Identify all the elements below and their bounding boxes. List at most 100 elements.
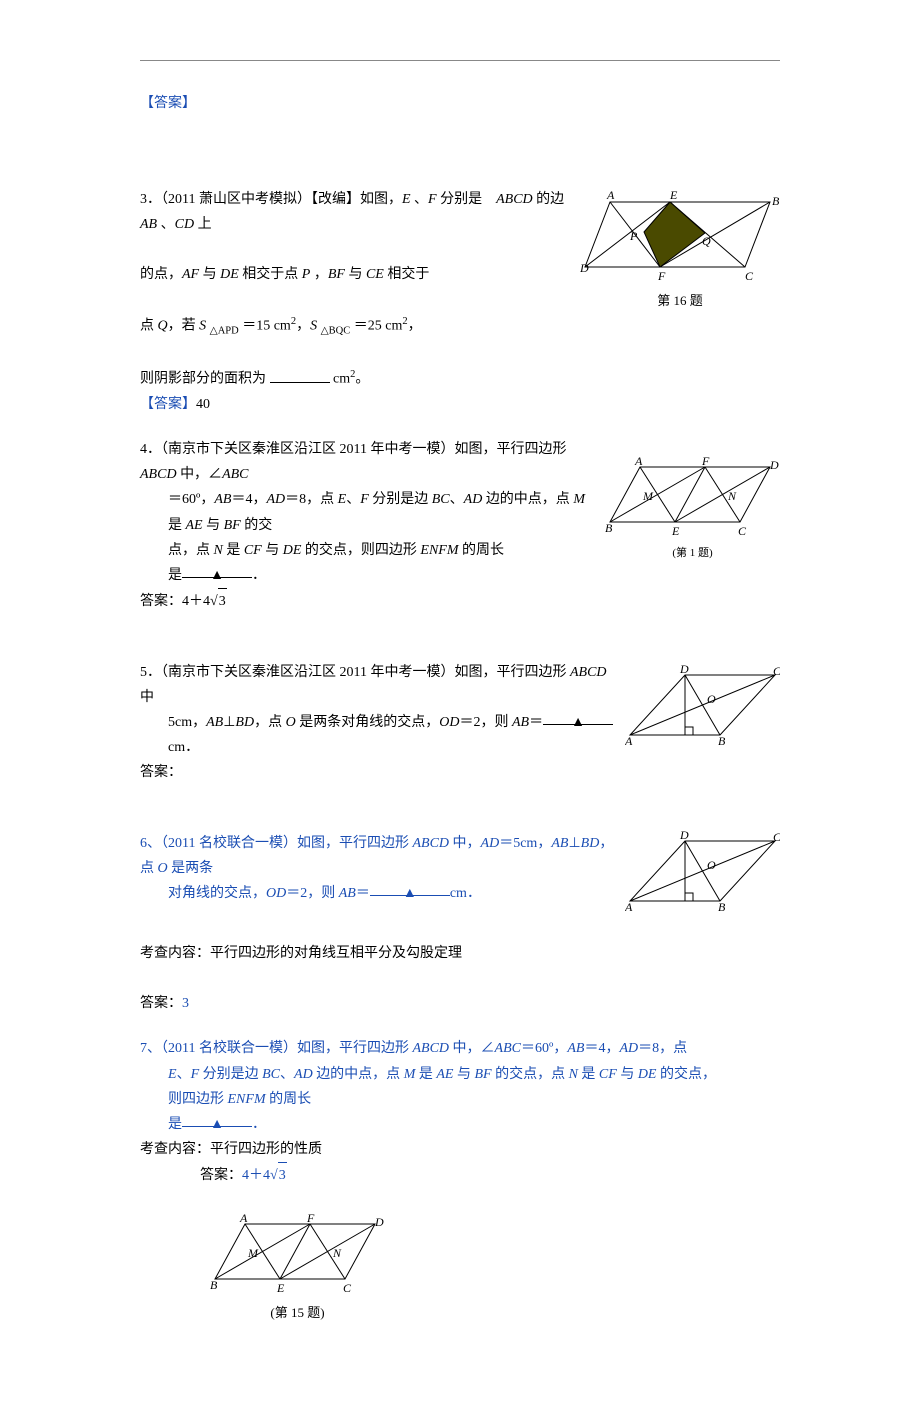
p4-ABCD: ABCD (140, 467, 177, 482)
p4-AD: AD (266, 492, 285, 507)
p7-ans-prefix: 答案： (200, 1168, 242, 1183)
p6-O: O (158, 861, 168, 876)
p6-num: 6、 (140, 836, 161, 851)
p7-num: 7、 (140, 1041, 161, 1056)
p7-l4: 是 (168, 1117, 182, 1132)
p7-l2c: 、 (280, 1067, 294, 1082)
p3-l1e: 的边 (533, 192, 565, 207)
p3-ABCD: ABCD (496, 192, 533, 207)
lbl-A5: A (625, 734, 633, 748)
p7-l2b: 分别是边 (199, 1067, 262, 1082)
p3-l3b: ，若 (168, 318, 200, 333)
p4-l2b: ＝4， (231, 492, 266, 507)
p5-OD: OD (439, 715, 459, 730)
p6-l2b: ＝2，则 (286, 886, 339, 901)
p7-l1c: ＝60º， (521, 1041, 567, 1056)
p3-AB: AB (140, 217, 157, 232)
p3-l2b: 与 (199, 267, 220, 282)
p4-ans-prefix: 答案： (140, 594, 182, 609)
p6-OD: OD (266, 886, 286, 901)
p7-ENFM: ENFM (228, 1092, 266, 1107)
p4-BC: BC (432, 492, 450, 507)
p7-ABC: ABC (495, 1041, 521, 1056)
p3-l3a: 点 (140, 318, 158, 333)
p4-l2c: ＝8，点 (285, 492, 338, 507)
p3-apd: △APD (210, 325, 239, 336)
answer-label: 【答案】 (140, 96, 196, 111)
p3-S1: S (199, 318, 206, 333)
p5-num: 5． (140, 665, 161, 680)
p7-N: N (569, 1067, 578, 1082)
blank-p6: ▲ (370, 881, 450, 896)
p6-AB: AB (551, 836, 568, 851)
p7-l1d: ＝4， (584, 1041, 619, 1056)
p7-l2g: 的交点，点 (492, 1067, 569, 1082)
parallelogram-epfq-svg: A E B D F C P Q (580, 187, 780, 287)
p4-ENFM: ENFM (420, 543, 458, 558)
p4-AD2: AD (464, 492, 483, 507)
p6-AB2: AB (339, 886, 356, 901)
p4-sqrt3: 3 (218, 588, 227, 614)
p6-ABCD: ABCD (412, 836, 449, 851)
lbl-F: F (657, 269, 666, 283)
problem-4: A F D B E C M N (第 1 题) 4．（南京市下关区秦淮区沿江区 … (140, 437, 780, 614)
p3-bqcv: ＝25 cm (350, 318, 402, 333)
p4-l2i: 的交 (241, 518, 273, 533)
p4-l3c: 与 (262, 543, 283, 558)
p4-ABC: ABC (222, 467, 248, 482)
p7-l2f: 与 (453, 1067, 474, 1082)
p6-l2a: 对角线的交点， (168, 886, 266, 901)
lbl-B4: B (605, 521, 613, 535)
rhombus-enfm-svg-2: A F D B E C M N (210, 1214, 385, 1299)
p6-l1: （2011 名校联合一模）如图，平行四边形 (161, 836, 412, 851)
lbl-C7: C (343, 1281, 352, 1295)
p4-DE2: DE (283, 543, 302, 558)
answer-block-top: 【答案】 (140, 91, 780, 116)
p5-l2d: ＝2，则 (459, 715, 512, 730)
figure-p4: A F D B E C M N (第 1 题) (605, 457, 780, 564)
p5-ABCD: ABCD (570, 665, 607, 680)
lbl-C6: C (773, 831, 780, 844)
p7-AD2: AD (294, 1067, 313, 1082)
p4-l3a: 点，点 (168, 543, 214, 558)
p3-l2e: 相交于 (384, 267, 430, 282)
fig-caption-p3: 第 16 题 (580, 289, 780, 312)
figure-p3: A E B D F C P Q 第 16 题 (580, 187, 780, 312)
lbl-B5: B (718, 734, 726, 748)
p7-l2h: 是 (578, 1067, 599, 1082)
p3-ans-label: 【答案】 (140, 397, 196, 412)
p4-l2h: 与 (203, 518, 224, 533)
p7-DE: DE (638, 1067, 657, 1082)
p3-BF: BF (328, 267, 345, 282)
lbl-M4: M (642, 489, 654, 503)
lbl-D5: D (679, 665, 689, 676)
p3-F: F (428, 192, 437, 207)
p6-eq: ＝ (356, 886, 370, 901)
lbl-N7: N (332, 1246, 342, 1260)
p7-l2e: 是 (415, 1067, 436, 1082)
lbl-O5: O (707, 692, 716, 706)
p5-l2b: ，点 (254, 715, 286, 730)
figure-p5: D C A B O (625, 665, 780, 750)
lbl-B6: B (718, 900, 726, 914)
lbl-M7: M (247, 1246, 259, 1260)
fig-caption-p7: (第 15 题) (210, 1301, 385, 1324)
lbl-B7: B (210, 1278, 218, 1292)
parallelogram-o-svg: D C A B O (625, 665, 780, 750)
p7-AE: AE (436, 1067, 453, 1082)
p3-l4: 则阴影部分的面积为 (140, 372, 270, 387)
p7-M: M (404, 1067, 416, 1082)
problem-7: 7、（2011 名校联合一模）如图，平行四边形 ABCD 中，∠ABC＝60º，… (140, 1036, 780, 1324)
p7-l2j: 的交点， (656, 1067, 716, 1082)
p5-AB2: AB (512, 715, 529, 730)
lbl-C: C (745, 269, 754, 283)
p4-l3e: 的周长 (459, 543, 505, 558)
lbl-C5: C (773, 665, 780, 678)
p5-unit: cm． (168, 740, 199, 755)
p3-CE: CE (366, 267, 384, 282)
parallelogram-o-svg-2: D C A B O (625, 831, 780, 916)
problem-3: A E B D F C P Q 第 16 题 3．（2011 萧山区中考模拟）【… (140, 187, 780, 418)
p7-l1e: ＝8，点 (638, 1041, 687, 1056)
p6-BD: BD (581, 836, 600, 851)
lbl-O6: O (707, 858, 716, 872)
